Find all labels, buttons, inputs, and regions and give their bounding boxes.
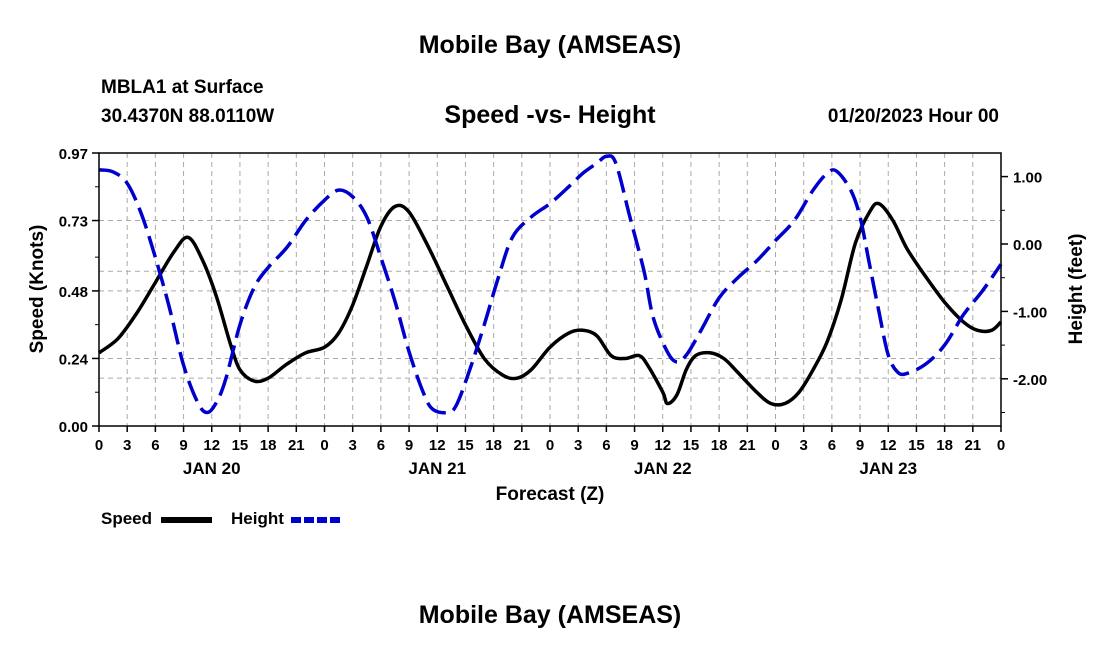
- x-tick-label: 12: [880, 437, 897, 454]
- x-tick-label: 9: [856, 437, 864, 454]
- x-tick-label: 0: [546, 437, 554, 454]
- y-right-tick-label: 0.00: [1013, 237, 1042, 254]
- x-day-label: JAN 23: [859, 459, 917, 478]
- x-day-label: JAN 20: [183, 459, 241, 478]
- y-axis-left-label: Speed (Knots): [27, 225, 48, 354]
- x-tick-label: 15: [683, 437, 700, 454]
- x-tick-label: 15: [457, 437, 474, 454]
- x-tick-label: 21: [739, 437, 756, 454]
- chart-main-title: Mobile Bay (AMSEAS): [418, 31, 682, 59]
- x-tick-label: 15: [232, 437, 249, 454]
- x-tick-label: 12: [203, 437, 220, 454]
- y-right-tick-label: -2.00: [1013, 372, 1047, 389]
- x-tick-label: 3: [574, 437, 582, 454]
- x-tick-label: 0: [997, 437, 1005, 454]
- x-tick-label: 0: [771, 437, 779, 454]
- x-tick-label: 18: [260, 437, 277, 454]
- x-tick-label: 3: [123, 437, 131, 454]
- x-tick-label: 9: [179, 437, 187, 454]
- series-line-speed: [97, 201, 1003, 407]
- series-layer: [97, 154, 1003, 415]
- station-name: MBLA1 at Surface: [101, 77, 264, 98]
- y-left-tick-label: 0.73: [59, 214, 88, 231]
- x-tick-label: 12: [429, 437, 446, 454]
- x-tick-label: 9: [630, 437, 638, 454]
- x-tick-label: 15: [908, 437, 925, 454]
- legend-height-swatch: [291, 517, 342, 523]
- y-left-tick-label: 0.00: [59, 419, 88, 436]
- legend-speed-label: Speed: [101, 509, 153, 528]
- x-tick-label: 3: [800, 437, 808, 454]
- chart-footer-title: Mobile Bay (AMSEAS): [418, 601, 682, 629]
- x-tick-label: 6: [602, 437, 610, 454]
- x-axis-label: Forecast (Z): [496, 484, 605, 505]
- x-tick-label: 0: [95, 437, 103, 454]
- y-axis-right-label: Height (feet): [1066, 234, 1087, 345]
- x-tick-label: 0: [320, 437, 328, 454]
- legend-speed-swatch: [161, 517, 212, 523]
- x-tick-label: 12: [654, 437, 671, 454]
- x-tick-label: 18: [485, 437, 502, 454]
- series-line-height: [98, 154, 1003, 415]
- x-tick-label: 21: [964, 437, 981, 454]
- x-tick-label: 18: [711, 437, 728, 454]
- station-coordinates: 30.4370N 88.0110W: [101, 106, 275, 127]
- y-right-tick-label: 1.00: [1013, 170, 1042, 187]
- x-tick-label: 6: [828, 437, 836, 454]
- x-tick-label: 6: [151, 437, 159, 454]
- y-left-tick-label: 0.48: [59, 284, 88, 301]
- y-left-tick-label: 0.24: [59, 351, 89, 368]
- chart-subtitle: Speed -vs- Height: [444, 101, 656, 129]
- x-tick-label: 21: [288, 437, 305, 454]
- x-tick-label: 3: [349, 437, 357, 454]
- forecast-datetime: 01/20/2023 Hour 00: [827, 106, 999, 127]
- x-day-label: JAN 21: [408, 459, 466, 478]
- x-day-label: JAN 22: [634, 459, 692, 478]
- legend-height-label: Height: [231, 509, 284, 528]
- x-tick-label: 21: [513, 437, 530, 454]
- y-left-tick-label: 0.97: [59, 146, 88, 163]
- y-right-tick-label: -1.00: [1013, 304, 1047, 321]
- x-tick-label: 9: [405, 437, 413, 454]
- axes: 0.00 0.24 0.48 0.73 0.97 1.00 0.00 -1.00 -2.00 0 3…: [59, 146, 1047, 478]
- x-tick-label: 6: [377, 437, 385, 454]
- speed-height-chart: 0.00 0.24 0.48 0.73 0.97 1.00 0.00 -1.00 -2.00 0 3…: [27, 146, 1087, 505]
- x-tick-label: 18: [936, 437, 953, 454]
- grid: [99, 152, 1001, 426]
